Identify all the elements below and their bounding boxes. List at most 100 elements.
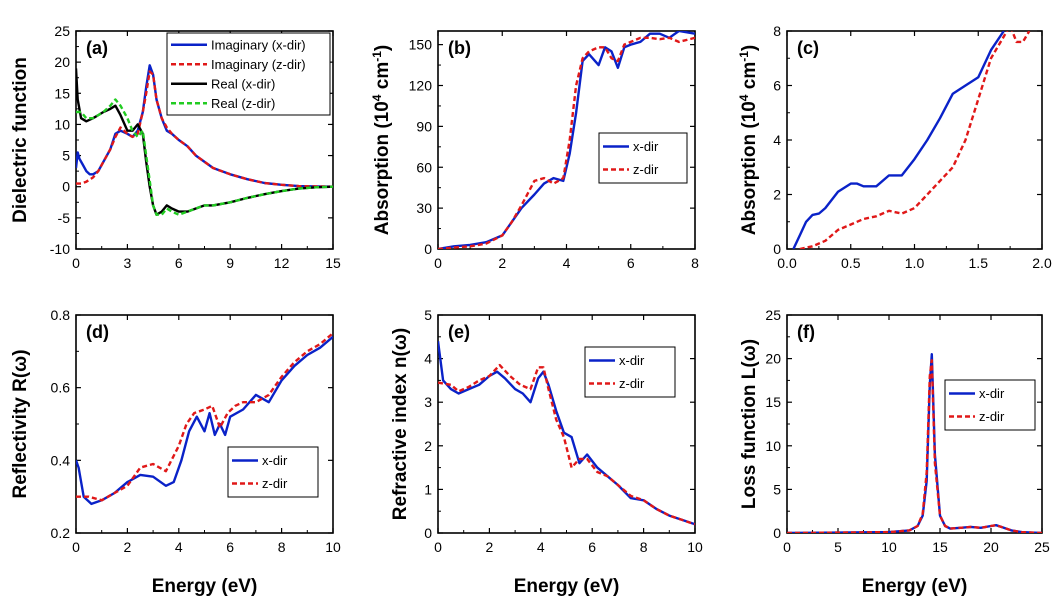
series-line-z-dir	[787, 359, 1042, 533]
y-tick-label: 10	[54, 116, 70, 132]
y-tick-label: 4	[773, 132, 781, 148]
y-tick-label: 0.8	[51, 307, 71, 323]
y-axis-label: Reflectivity R(ω)	[10, 349, 31, 498]
y-tick-label: 15	[54, 85, 70, 101]
y-tick-label: 10	[765, 438, 781, 454]
x-tick-label: 0	[434, 539, 442, 555]
legend-box	[598, 132, 688, 184]
y-tick-label: 8	[773, 23, 781, 39]
series-line-z-dir	[76, 332, 333, 502]
y-axis-label: Refractive index n(ω)	[390, 328, 411, 520]
x-tick-label: 9	[226, 255, 234, 271]
y-tick-label: 0.2	[51, 525, 71, 541]
y-tick-label: -5	[58, 210, 71, 226]
legend: x-dir z-dir	[944, 379, 1036, 431]
y-tick-label: 6	[773, 78, 781, 94]
legend-label: Real (x-dir)	[211, 76, 275, 91]
x-tick-label: 0.5	[841, 255, 861, 271]
panel-label: (f)	[797, 322, 815, 342]
x-tick-label: 1.0	[905, 255, 925, 271]
panel-b: 0 2 4 6 8 0 30 60 90 120 150 (b) Absorption (104 cm-…	[370, 30, 699, 271]
series-line-real-z-dir-	[76, 98, 333, 216]
x-tick-label: 8	[691, 255, 699, 271]
legend-label: x-dir	[262, 453, 288, 468]
panel-d: 0 2 4 6 8 10 0.2 0.4 0.6 0.8 (d) Reflectivity R(ω) E…	[10, 307, 341, 597]
y-tick-label: 0	[773, 525, 781, 541]
series-line-z-dir	[438, 36, 695, 249]
panel-label: (b)	[448, 38, 471, 58]
y-tick-label: 5	[424, 307, 432, 323]
y-tick-label: 2	[424, 438, 432, 454]
y-tick-label: 2	[773, 187, 781, 203]
plot-frame	[786, 30, 1043, 250]
panel-label: (c)	[797, 38, 819, 58]
panel-c: 0.0 0.5 1.0 1.5 2.0 0 2 4 6 8 (c) Absorption (104 c…	[737, 23, 1052, 271]
x-tick-label: 25	[1034, 539, 1050, 555]
panel-a: 0 3 6 9 12 15 -10 -5 0 5 10 15 20 25 (a) Dielectric fun…	[10, 23, 341, 271]
y-axis-label: Loss function L(ω)	[739, 339, 760, 509]
y-tick-label: 120	[409, 78, 433, 94]
panel-e: 0 2 4 6 8 10 0 1 2 3 4 5 (e) Refractive index n(ω) Ene…	[390, 307, 703, 597]
y-tick-label: 90	[416, 118, 432, 134]
legend-label: Real (z-dir)	[211, 96, 275, 111]
y-tick-label: -10	[50, 241, 70, 257]
x-tick-label: 2.0	[1032, 255, 1052, 271]
x-tick-label: 6	[226, 539, 234, 555]
y-tick-label: 5	[62, 148, 70, 164]
panel-f: 0 5 10 15 20 25 0 5 10 15 20 25 (f) Loss function L(ω…	[739, 307, 1050, 597]
y-tick-label: 0.4	[51, 452, 71, 468]
y-tick-label: 0	[773, 241, 781, 257]
x-tick-label: 5	[834, 539, 842, 555]
legend: x-dir z-dir	[227, 446, 319, 498]
x-tick-label: 8	[278, 539, 286, 555]
x-tick-label: 4	[537, 539, 545, 555]
x-tick-label: 0	[434, 255, 442, 271]
y-tick-label: 0	[424, 241, 432, 257]
x-axis-label: Energy (eV)	[862, 576, 968, 597]
legend-box	[944, 379, 1036, 431]
x-tick-label: 10	[325, 539, 341, 555]
y-tick-label: 0.6	[51, 380, 71, 396]
legend-label: z-dir	[633, 162, 659, 177]
y-tick-label: 0	[424, 525, 432, 541]
y-tick-label: 5	[773, 481, 781, 497]
y-tick-label: 60	[416, 159, 432, 175]
y-tick-label: 4	[424, 351, 432, 367]
y-tick-label: 25	[765, 307, 781, 323]
y-tick-label: 15	[765, 394, 781, 410]
legend-label: z-dir	[619, 376, 645, 391]
legend-label: z-dir	[979, 409, 1005, 424]
panel-label: (a)	[86, 38, 108, 58]
series-line-z-dir	[438, 363, 695, 526]
y-tick-label: 3	[424, 394, 432, 410]
x-tick-label: 1.5	[969, 255, 989, 271]
x-tick-label: 6	[175, 255, 183, 271]
x-tick-label: 10	[881, 539, 897, 555]
x-tick-label: 0	[783, 539, 791, 555]
y-tick-label: 1	[424, 481, 432, 497]
x-tick-label: 0.0	[777, 255, 797, 271]
legend-box	[584, 346, 676, 398]
legend-box	[227, 446, 319, 498]
x-tick-label: 10	[687, 539, 703, 555]
y-tick-label: 30	[416, 200, 432, 216]
x-tick-label: 20	[983, 539, 999, 555]
x-tick-label: 4	[563, 255, 571, 271]
x-tick-label: 15	[325, 255, 341, 271]
legend: x-dir z-dir	[598, 132, 688, 184]
legend-label: z-dir	[262, 476, 288, 491]
x-tick-label: 3	[124, 255, 132, 271]
series-line-z-dir	[799, 31, 1031, 249]
legend: x-dir z-dir	[584, 346, 676, 398]
legend-label: x-dir	[979, 386, 1005, 401]
x-tick-label: 15	[932, 539, 948, 555]
x-tick-label: 0	[72, 539, 80, 555]
x-axis-label: Energy (eV)	[152, 576, 258, 597]
x-axis-label: Energy (eV)	[514, 576, 620, 597]
panel-label: (d)	[86, 322, 109, 342]
legend-label: x-dir	[633, 139, 659, 154]
legend-label: x-dir	[619, 353, 645, 368]
x-tick-label: 12	[274, 255, 290, 271]
y-tick-label: 150	[409, 37, 433, 53]
